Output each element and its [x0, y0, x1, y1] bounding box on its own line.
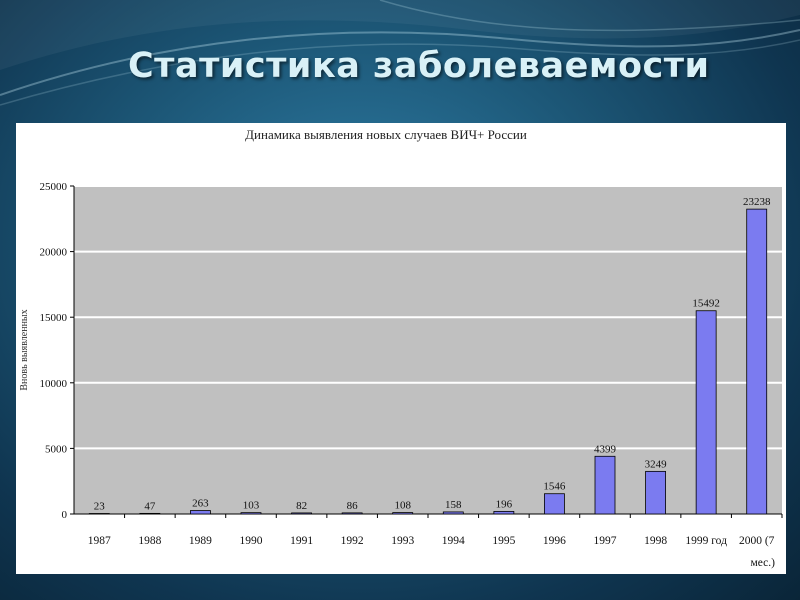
bar-1996 — [544, 493, 565, 515]
data-label: 23238 — [743, 196, 771, 208]
category-label: 1994 — [442, 535, 465, 547]
bar-1992 — [341, 512, 363, 515]
bar-1998 — [645, 470, 666, 515]
y-axis-ticks: 0 5000 10000 15000 20000 25000 — [40, 181, 75, 521]
bars — [88, 208, 768, 515]
category-label: 1989 — [189, 535, 212, 547]
bar-1999 — [695, 310, 717, 515]
data-label: 196 — [496, 498, 513, 510]
bar-1995 — [493, 511, 515, 515]
data-label: 86 — [347, 500, 359, 512]
data-label: 47 — [144, 500, 156, 512]
data-label: 263 — [192, 498, 209, 510]
data-label: 82 — [296, 500, 307, 512]
bar-1987 — [88, 513, 110, 515]
y-tick-label: 15000 — [40, 312, 68, 324]
category-label: 1987 — [88, 535, 111, 547]
y-tick-label: 20000 — [40, 247, 68, 259]
data-labels: 23 47 263 103 82 86 108 158 196 1546 4399 3249 15492… — [94, 196, 771, 512]
category-label: 1993 — [391, 535, 414, 547]
data-label: 15492 — [692, 298, 720, 310]
bar-2000 — [746, 208, 768, 515]
bar-1993 — [392, 512, 414, 515]
data-label: 158 — [445, 499, 462, 511]
y-tick-label: 5000 — [45, 443, 68, 455]
category-label: 1998 — [644, 535, 667, 547]
chart-frame: Динамика выявления новых случаев ВИЧ+ Ро… — [16, 123, 786, 574]
category-label: 1990 — [240, 535, 263, 547]
hiv-cases-bar-chart: Динамика выявления новых случаев ВИЧ+ Ро… — [19, 127, 783, 569]
category-label: 1988 — [138, 535, 161, 547]
category-label: 2000 (7 мес.) — [739, 535, 775, 569]
data-label: 103 — [243, 500, 260, 512]
bar-1990 — [240, 512, 262, 515]
data-label: 3249 — [645, 458, 668, 470]
category-label: 1991 — [290, 535, 313, 547]
y-tick-label: 25000 — [40, 181, 68, 193]
category-label: 1992 — [341, 535, 364, 547]
chart-title: Динамика выявления новых случаев ВИЧ+ Ро… — [245, 127, 527, 142]
data-label: 108 — [394, 500, 411, 512]
data-label: 23 — [94, 501, 106, 513]
bar-1991 — [291, 512, 312, 515]
data-label: 1546 — [543, 481, 566, 493]
bar-1988 — [139, 512, 161, 515]
category-label: 1997 — [594, 535, 617, 547]
slide-title: Статистика заболеваемости — [128, 46, 710, 86]
header-wave-decoration — [0, 0, 800, 106]
bar-1989 — [190, 510, 211, 515]
bar-1994 — [442, 511, 464, 515]
data-label: 4399 — [594, 443, 617, 455]
category-label: 1999 год — [685, 535, 727, 547]
y-axis-label: Вновь выявленных — [19, 309, 30, 390]
y-tick-label: 10000 — [40, 378, 68, 390]
bar-1997 — [594, 455, 616, 515]
plot-area — [74, 186, 782, 514]
category-labels: 1987 1988 1989 1990 1991 1992 1993 1994 1995 1996… — [88, 514, 783, 569]
y-tick-label: 0 — [62, 509, 68, 521]
category-label: 1995 — [492, 535, 515, 547]
category-label: 1996 — [543, 535, 566, 547]
